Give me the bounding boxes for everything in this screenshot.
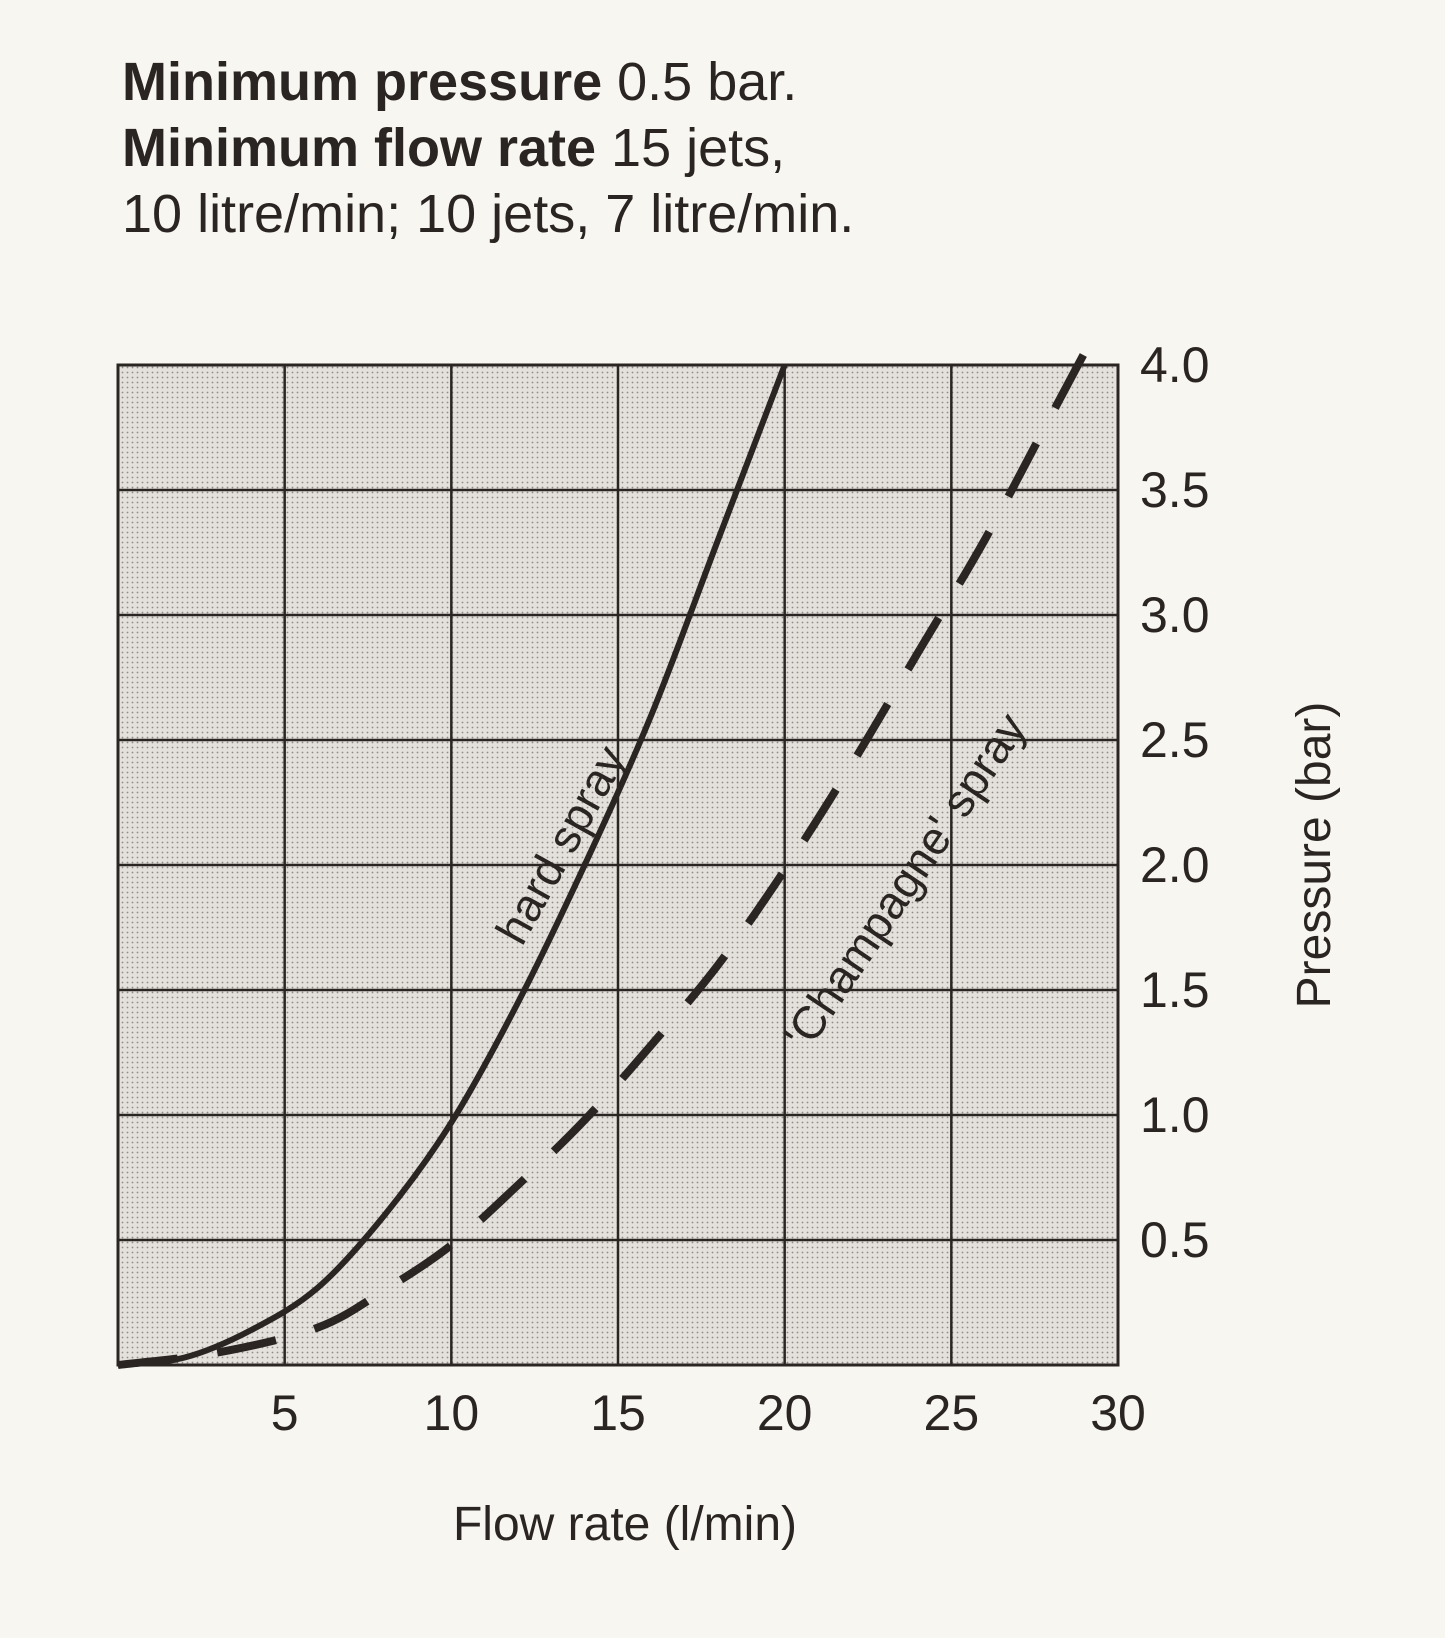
minimum-flow-rate-line: Minimum flow rate 15 jets, xyxy=(122,117,786,178)
series-lines xyxy=(117,350,1089,1369)
x-tick-label: 20 xyxy=(757,1385,813,1441)
chart-heading: Minimum pressure 0.5 bar. Minimum flow r… xyxy=(122,50,854,248)
x-tick-label: 10 xyxy=(424,1385,480,1441)
grid-lines xyxy=(118,365,1118,1365)
x-tick-labels: 5 10 15 20 25 30 xyxy=(271,1385,1146,1441)
y-tick-label: 2.5 xyxy=(1140,712,1210,768)
x-axis-title: Flow rate (l/min) xyxy=(453,1498,797,1551)
x-tick-label: 25 xyxy=(924,1385,980,1441)
x-tick-label: 30 xyxy=(1090,1385,1146,1441)
flow-rate-detail-line: 10 litre/min; 10 jets, 7 litre/min. xyxy=(122,183,855,244)
x-tick-label: 15 xyxy=(590,1385,646,1441)
y-tick-label: 4.0 xyxy=(1140,337,1210,393)
y-axis-title: Pressure (bar) xyxy=(1288,702,1341,1009)
tick-label-background xyxy=(1122,335,1252,1365)
series-line-1 xyxy=(117,363,788,1368)
minimum-pressure-line: Minimum pressure 0.5 bar. xyxy=(122,52,798,112)
y-tick-label: 0.5 xyxy=(1140,1212,1210,1268)
series-line-2 xyxy=(117,350,1089,1369)
y-tick-label-strip xyxy=(1122,335,1252,1365)
y-tick-label: 1.0 xyxy=(1140,1087,1210,1143)
y-tick-label: 1.5 xyxy=(1140,962,1210,1018)
y-tick-label: 2.0 xyxy=(1140,837,1210,893)
x-tick-label: 5 xyxy=(271,1385,299,1441)
y-tick-label: 3.0 xyxy=(1140,587,1210,643)
y-tick-label: 3.5 xyxy=(1140,462,1210,518)
y-tick-labels: 0.5 1.0 1.5 2.0 2.5 3.0 3.5 4.0 xyxy=(1140,337,1210,1268)
